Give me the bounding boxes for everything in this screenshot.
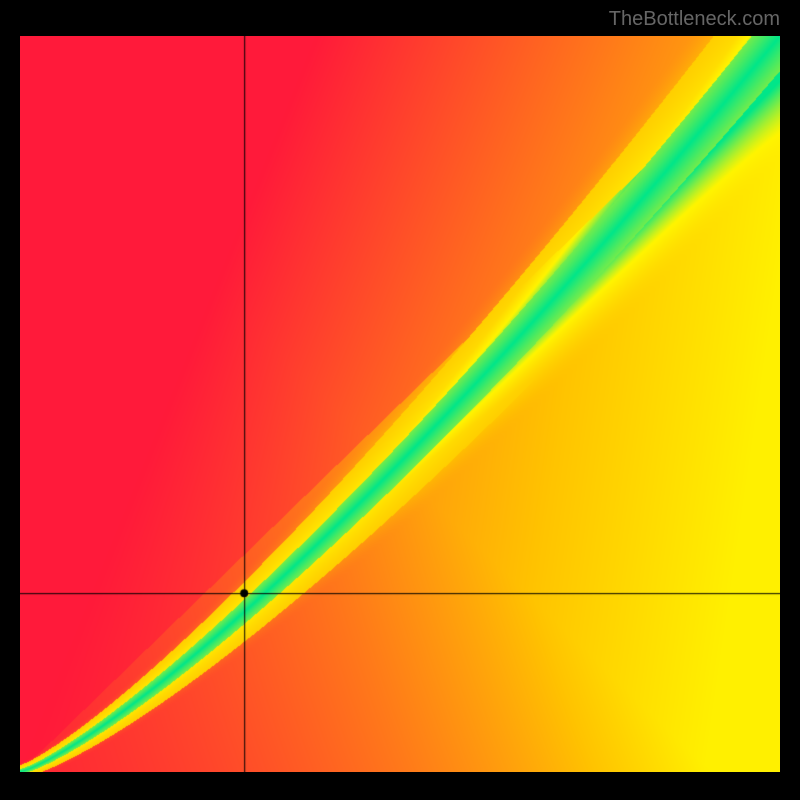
heatmap-chart (20, 36, 780, 772)
heatmap-canvas (20, 36, 780, 772)
watermark-text: TheBottleneck.com (609, 8, 780, 31)
